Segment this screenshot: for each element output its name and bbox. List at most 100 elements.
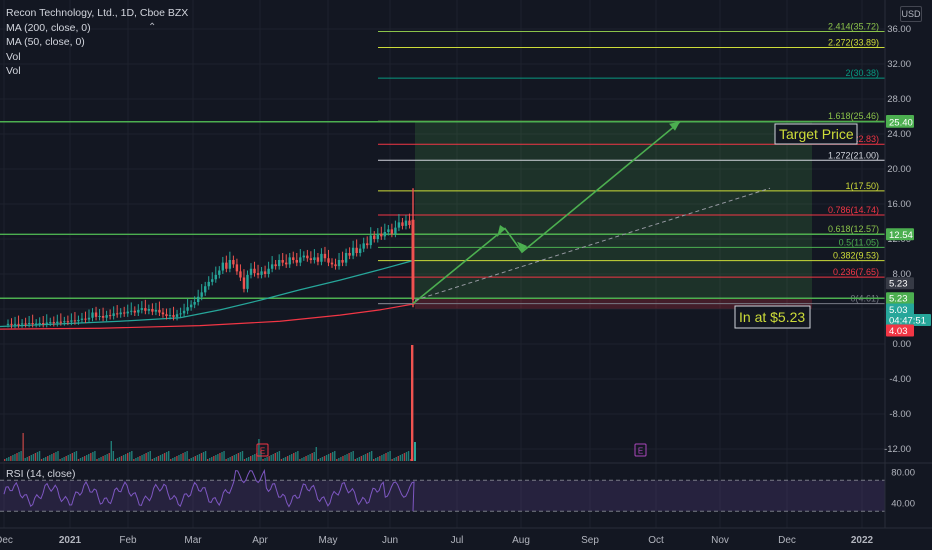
volume-bar [53, 453, 55, 461]
candle-body [52, 322, 55, 324]
volume-bar [276, 452, 279, 461]
fib-label: 2(30.38) [845, 68, 879, 78]
volume-bar [96, 459, 98, 461]
volume-bar [143, 454, 145, 461]
candle-body [344, 253, 348, 263]
volume-bar [135, 458, 137, 461]
candle-body [179, 313, 182, 315]
currency-button[interactable]: USD [900, 6, 922, 22]
earnings-icon: E [638, 447, 643, 456]
volume-bar [291, 454, 293, 461]
volume-bar [10, 456, 12, 461]
volume-bar [6, 458, 8, 461]
candle-body [45, 322, 48, 324]
volume-bar [409, 459, 412, 461]
candle-body [394, 227, 397, 234]
price-tick-label: -8.00 [889, 409, 911, 420]
volume-bar [334, 451, 336, 461]
volume-bar [313, 452, 315, 461]
candle-body [267, 268, 270, 274]
candle-body [119, 312, 122, 315]
target-zone [415, 121, 812, 299]
candle-body [221, 262, 225, 271]
volume-bar [92, 452, 94, 461]
volume-bar [323, 456, 326, 461]
volume-bar [288, 455, 291, 461]
price-badge [886, 292, 914, 305]
candle-body [260, 271, 263, 275]
price-tick-label: 16.00 [887, 199, 911, 210]
candle-body [274, 264, 277, 267]
rsi-band [0, 480, 885, 512]
rsi-line [3, 468, 415, 512]
volume-bar [38, 451, 41, 461]
candle-body [362, 243, 365, 249]
legend-vol: Vol [6, 50, 21, 63]
volume-bar [209, 458, 211, 461]
candle-body [295, 260, 298, 263]
candle-body [87, 317, 91, 320]
candle-body [292, 257, 295, 260]
volume-bar [235, 454, 238, 461]
volume-bar [69, 454, 71, 461]
volume-bar [77, 459, 80, 461]
volume-bar [360, 456, 363, 461]
price-axis: 36.0032.0028.0024.0020.0016.0012.008.004… [884, 0, 911, 528]
volume-bar [264, 458, 266, 461]
time-tick-label: Aug [512, 535, 530, 546]
volume-bar [4, 459, 6, 461]
legend-title: Recon Technology, Ltd., 1D, Cboe BZX [6, 7, 189, 19]
volume-bar [368, 452, 371, 461]
candle-body [351, 247, 355, 256]
candle-body [112, 313, 115, 316]
candle-body [34, 323, 38, 325]
fib-label: 2.272(33.89) [828, 37, 879, 47]
volume-bar [348, 453, 350, 461]
volume-bar [81, 457, 84, 461]
volume-bar [340, 457, 342, 461]
chevron-up-icon[interactable]: ⌃ [148, 22, 157, 33]
volume-bar [178, 455, 180, 461]
volume-bar [133, 459, 135, 461]
volume-bar [170, 459, 172, 461]
volume-bars [4, 345, 416, 461]
volume-bar [73, 452, 76, 461]
candle-body [91, 312, 94, 318]
price-badge-label: 12.54 [889, 230, 913, 241]
candle-body [101, 316, 105, 318]
volume-bar [254, 454, 256, 461]
volume-bar [215, 455, 217, 461]
volume-bar [159, 455, 162, 461]
volume-bar [168, 451, 170, 461]
candle-body [80, 318, 84, 320]
rsi-tick-label: 40.00 [891, 499, 915, 510]
volume-bar [122, 455, 125, 461]
volume-bar [393, 458, 395, 461]
volume-bar [172, 458, 174, 461]
candle-body [24, 323, 27, 325]
candle-body [277, 260, 281, 267]
volume-bar [12, 455, 14, 461]
candle-body [6, 323, 10, 325]
volume-bar [321, 457, 324, 461]
volume-bar [385, 453, 387, 461]
volume-bar [405, 452, 408, 461]
time-tick-label: Oct [648, 535, 664, 546]
candle-body [27, 323, 31, 324]
candle-body [133, 310, 136, 313]
volume-bar [161, 454, 164, 461]
volume-bar [364, 454, 367, 461]
volume-bar [284, 457, 287, 461]
entry-label: In at $5.23 [739, 309, 805, 325]
candle-body [115, 313, 119, 315]
candle-body [337, 260, 341, 267]
volume-bar [94, 451, 96, 461]
volume-bar [188, 459, 190, 461]
price-tick-label: 20.00 [887, 164, 911, 175]
volume-bar [401, 454, 404, 461]
volume-bar [79, 458, 82, 461]
candle-body [154, 309, 158, 312]
volume-bar [233, 455, 235, 461]
volume-bar [278, 451, 281, 461]
